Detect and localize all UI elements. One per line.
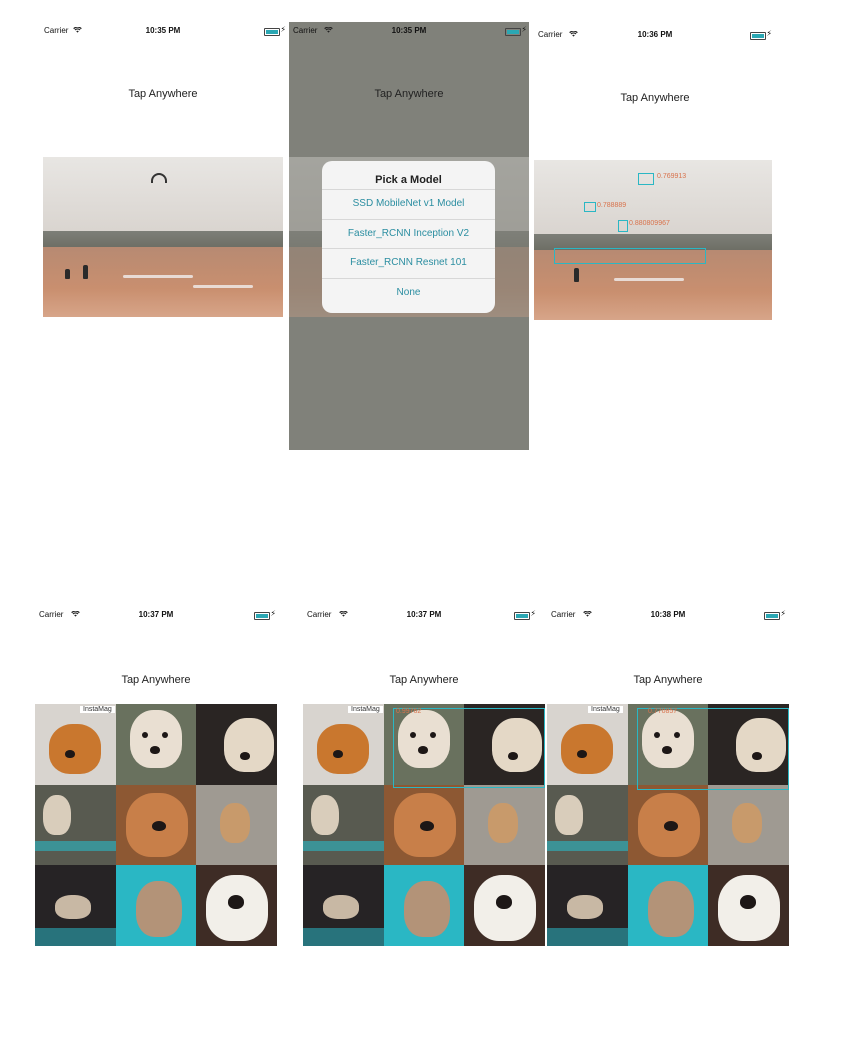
wifi-icon (71, 611, 80, 617)
detection-box: 0.769913 (638, 173, 686, 185)
bolt-icon: ⚡ (280, 25, 286, 34)
wifi-icon (583, 611, 592, 617)
status-bar: Carrier 10:37 PM ⚡ (298, 609, 550, 624)
instamag-label: InstaMag (80, 706, 115, 713)
option-faster-rcnn-resnet[interactable]: Faster_RCNN Resnet 101 (322, 248, 495, 278)
tap-anywhere-title: Tap Anywhere (374, 88, 444, 100)
bolt-icon: ⚡ (521, 25, 527, 34)
detection-score: 0.770857 (648, 708, 678, 715)
battery-icon (750, 32, 766, 40)
wifi-icon (73, 27, 82, 33)
status-bar: Carrier 10:38 PM ⚡ (542, 609, 794, 624)
screen-5: Carrier 10:37 PM ⚡ Tap Anywhere 0.99762 … (298, 606, 550, 951)
battery-icon (264, 28, 280, 36)
detection-box: 0.99762 (393, 708, 545, 788)
pick-model-alert: Pick a Model SSD MobileNet v1 Model Fast… (322, 161, 495, 313)
status-time: 10:38 PM (650, 610, 686, 619)
screen-6: Carrier 10:38 PM ⚡ Tap Anywhere 0.770857… (542, 606, 794, 951)
detection-box: 0.770857 (637, 708, 789, 790)
detection-score: 0.99762 (396, 708, 422, 715)
tap-anywhere-title[interactable]: Tap Anywhere (633, 674, 703, 686)
battery-icon (764, 612, 780, 620)
carrier-label: Carrier (551, 610, 576, 619)
status-time: 10:36 PM (637, 30, 673, 39)
bolt-icon: ⚡ (766, 29, 772, 38)
status-time: 10:37 PM (406, 610, 442, 619)
status-bar: Carrier 10:35 PM ⚡ (289, 25, 529, 40)
screen-2: Carrier 10:35 PM ⚡ Tap Anywhere Pick a M… (289, 22, 529, 450)
status-bar: Carrier 10:36 PM ⚡ (530, 29, 780, 44)
detection-score: 0.769913 (657, 173, 687, 180)
battery-icon (254, 612, 270, 620)
battery-icon (514, 612, 530, 620)
dog-collage-detections[interactable] (303, 704, 545, 946)
carrier-label: Carrier (538, 30, 563, 39)
carrier-label: Carrier (44, 26, 69, 35)
alert-title: Pick a Model (375, 174, 442, 186)
status-time: 10:35 PM (145, 26, 181, 35)
status-time: 10:35 PM (391, 26, 427, 35)
wifi-icon (324, 27, 333, 33)
tap-anywhere-title[interactable]: Tap Anywhere (128, 88, 198, 100)
detection-box: 0.880809967 (618, 220, 670, 232)
battery-icon (505, 28, 521, 36)
screen-3: Carrier 10:36 PM ⚡ Tap Anywhere 0.769913… (530, 22, 780, 322)
carrier-label: Carrier (39, 610, 64, 619)
instamag-label: InstaMag (348, 706, 383, 713)
detection-score: 0.880809967 (629, 220, 670, 227)
tap-anywhere-title[interactable]: Tap Anywhere (389, 674, 459, 686)
bolt-icon: ⚡ (270, 609, 276, 618)
carrier-label: Carrier (293, 26, 318, 35)
option-ssd-mobilenet[interactable]: SSD MobileNet v1 Model (322, 189, 495, 219)
bolt-icon: ⚡ (780, 609, 786, 618)
bolt-icon: ⚡ (530, 609, 536, 618)
screen-4: Carrier 10:37 PM ⚡ Tap Anywhere InstaMag (30, 606, 282, 951)
status-bar: Carrier 10:37 PM ⚡ (30, 609, 282, 624)
carrier-label: Carrier (307, 610, 332, 619)
status-time: 10:37 PM (138, 610, 174, 619)
screen-1: Carrier 10:35 PM ⚡ Tap Anywhere (38, 22, 288, 322)
detection-score: 0.788889 (597, 202, 627, 209)
wifi-icon (569, 31, 578, 37)
tap-anywhere-title[interactable]: Tap Anywhere (620, 92, 690, 104)
detection-box: 0.788889 (584, 202, 626, 212)
beach-photo[interactable] (43, 157, 283, 317)
detection-box (554, 248, 706, 264)
option-faster-rcnn-inception[interactable]: Faster_RCNN Inception V2 (322, 218, 495, 249)
wifi-icon (339, 611, 348, 617)
dog-collage-detections[interactable] (547, 704, 789, 946)
status-bar: Carrier 10:35 PM ⚡ (38, 25, 288, 40)
option-none[interactable]: None (322, 277, 495, 308)
beach-photo-detections[interactable]: 0.769913 0.788889 0.880809967 (534, 160, 772, 320)
tap-anywhere-title[interactable]: Tap Anywhere (121, 674, 191, 686)
dog-collage[interactable] (35, 704, 277, 946)
instamag-label: InstaMag (588, 706, 623, 713)
